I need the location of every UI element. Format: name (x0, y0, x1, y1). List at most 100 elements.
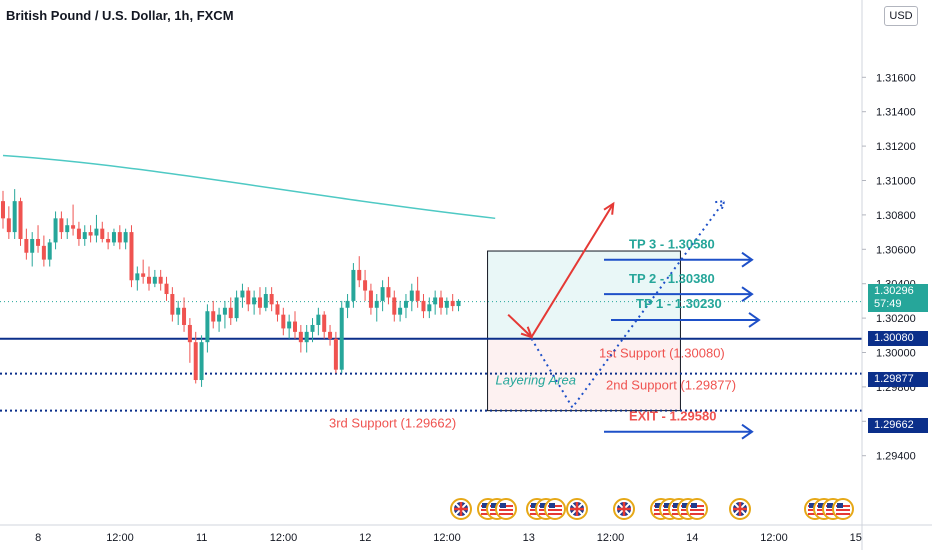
candle-body (357, 269, 362, 281)
candle-body (427, 304, 432, 312)
candle-body (240, 290, 245, 298)
ma-line (2, 154, 496, 220)
candle-body (403, 300, 408, 308)
candle-body (193, 342, 198, 381)
us-flag-canton (491, 503, 497, 508)
candle-body (71, 225, 76, 229)
candle-body (281, 314, 286, 329)
currency-button[interactable]: USD (884, 6, 918, 26)
candle-body (158, 276, 163, 284)
x-tick-label: 12:00 (106, 532, 134, 544)
candle-body (170, 294, 175, 315)
candle-body (368, 290, 373, 308)
candle-body (386, 287, 391, 298)
red-arrowhead-down (520, 326, 534, 339)
candle-body (398, 307, 403, 315)
us-flag-stripe (499, 513, 513, 515)
candle-body (211, 311, 216, 322)
candle-body (380, 287, 385, 301)
time-axis[interactable]: 8 12:00 11 12:00 12 12:00 13 12:00 14 12:00 15 (0, 524, 932, 544)
us-flag-canton (809, 503, 815, 508)
candle-body (298, 331, 303, 343)
candle-body (111, 232, 116, 243)
us-flag-stripe (548, 509, 562, 511)
annotations: TP 3 - 1.30580 TP 2 - 1.30380 TP 1 - 1.302… (604, 237, 761, 440)
second-support-price-tag: 1.29877 (868, 372, 928, 387)
candle-body (257, 297, 262, 308)
candle-body (328, 331, 333, 339)
candle-body (18, 201, 23, 239)
candle-body (123, 232, 128, 243)
candle-body (433, 297, 438, 305)
gb-flag-icon (729, 498, 751, 520)
y-tick-label: 1.30200 (876, 313, 916, 325)
y-tick-label: 1.31400 (876, 107, 916, 119)
us-flag-stripe (548, 513, 562, 515)
candle-body (252, 297, 257, 305)
current-price-value: 1.30296 (874, 285, 914, 297)
y-tick-label: 1.30600 (876, 244, 916, 256)
candle-body (322, 314, 327, 332)
countdown-value: 57:49 (874, 298, 902, 310)
third-support-label: 3rd Support (1.29662) (329, 416, 456, 431)
x-tick-label: 12 (359, 532, 371, 544)
candle-body (147, 276, 151, 284)
support-levels: 1st Support (1.30080) 2nd Support (1.2987… (0, 301, 862, 431)
candle-body (246, 290, 251, 305)
candle-body (205, 311, 210, 343)
candle-body (217, 314, 222, 322)
candle-body (1, 201, 5, 219)
x-tick-label: 12:00 (433, 532, 461, 544)
tp-label-3: TP 3 - 1.30580 (629, 237, 715, 252)
candle-body (415, 290, 420, 301)
us-flag-canton (818, 503, 824, 508)
gb-flag-icon (566, 498, 588, 520)
candle-body (363, 280, 368, 291)
projection-arrows (507, 199, 726, 410)
us-flag-stripe (826, 513, 840, 515)
candle-body (234, 297, 239, 319)
y-tick-label: 1.30000 (876, 348, 916, 360)
candle-body (182, 307, 187, 325)
candle-body (392, 297, 397, 315)
first-support-price-tag: 1.30080 (868, 331, 928, 346)
us-flag-canton (655, 503, 661, 508)
third-support-price-tag: 1.29662 (868, 418, 928, 433)
us-flag-canton (540, 503, 546, 508)
us-flag-icon (832, 498, 854, 520)
us-flag-canton (691, 503, 697, 508)
price-axis[interactable]: 1.294001.296001.298001.300001.302001.304… (862, 72, 916, 463)
x-tick-label: 12:00 (270, 532, 298, 544)
candle-body (41, 245, 46, 260)
x-tick-label: 11 (196, 532, 207, 544)
candle-body (117, 232, 122, 243)
gb-flag-icon (613, 498, 635, 520)
x-tick-label: 13 (523, 532, 535, 544)
exit-label: EXIT - 1.29580 (629, 409, 716, 424)
candle-body (100, 228, 105, 239)
gb-flag-icon (450, 498, 472, 520)
candle-body (187, 324, 192, 343)
x-tick-label: 12:00 (597, 532, 625, 544)
candle-body (106, 238, 111, 243)
tp-label-1: TP 1 - 1.30230 (636, 296, 722, 311)
blue-dotted-arrowhead (715, 199, 726, 212)
us-flag-canton (531, 503, 537, 508)
first-support-label: 1st Support (1.30080) (599, 346, 725, 361)
candle-body (36, 238, 41, 246)
us-flag-canton (673, 503, 679, 508)
candle-body (6, 218, 11, 233)
target-arrow-head (741, 251, 754, 268)
candle-body (450, 300, 455, 307)
candle-body (374, 300, 379, 308)
zone-lower (487, 338, 681, 411)
us-flag-icon (495, 498, 517, 520)
candle-body (135, 273, 140, 281)
candle-body (444, 300, 449, 308)
candle-body (439, 297, 443, 308)
us-flag-stripe (690, 509, 704, 511)
us-flag-stripe (836, 513, 850, 515)
candle-body (287, 321, 292, 329)
candle-body (269, 294, 274, 305)
